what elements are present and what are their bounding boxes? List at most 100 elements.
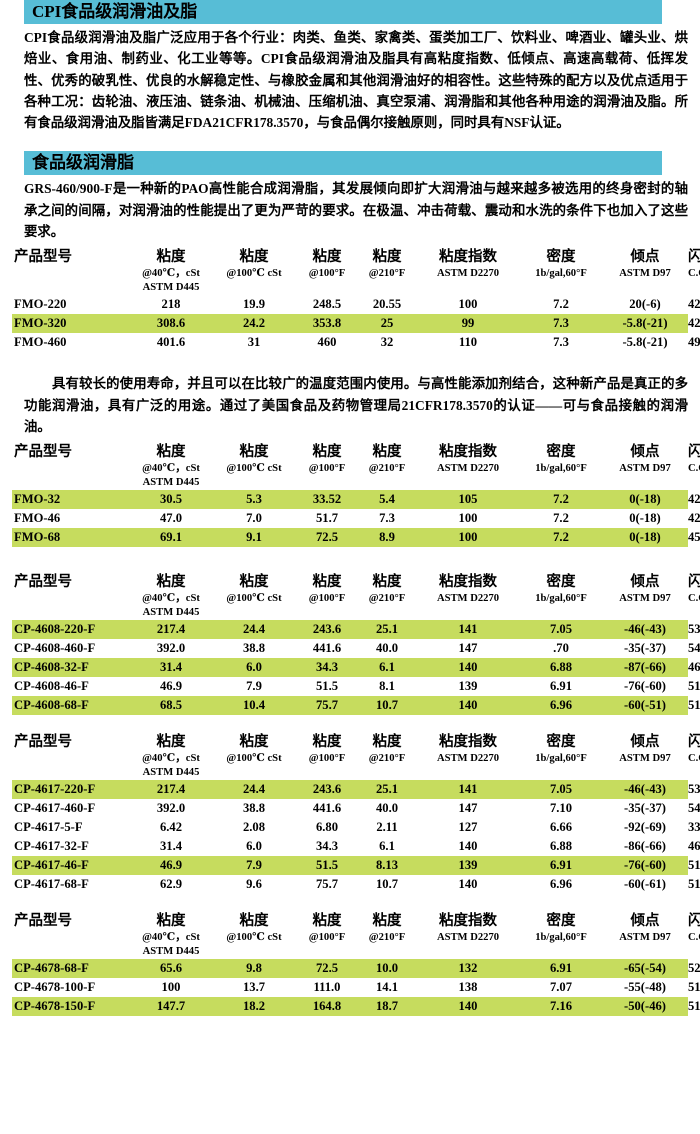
cell-value: 441.6 (312, 641, 342, 656)
cell-product-model: CP-4617-460-F (14, 801, 96, 816)
cell-value: 7.3 (379, 511, 395, 526)
cell-value: 5.4 (358, 490, 416, 510)
col-header-viscosity-100c: 粘度 @100℃ cSt (226, 574, 282, 605)
col-header-viscosity-index: 粘度指数 ASTM D2270 (436, 444, 500, 475)
cell-value: 140 (416, 696, 520, 716)
cell-product-model: CP-4617-220-F (12, 780, 130, 800)
cell-value: 14.1 (375, 980, 399, 995)
cell-value: 100 (161, 980, 181, 995)
col-header-product-model: 产品型号 (14, 249, 72, 266)
table-header: 产品型号 粘度 @40℃，cSt ASTM D445 粘度 @100℃ cSt … (12, 248, 700, 295)
col-header-pour-point: 倾点 ASTM D97 (619, 444, 671, 475)
cell-value: 31.4 (130, 658, 212, 678)
cell-value: 6.42 (159, 820, 183, 835)
table-body: FMO-3230.55.333.525.41057.20(-18)420(216… (12, 490, 700, 548)
cell-value: 127 (458, 820, 478, 835)
table-row: CP-4608-46-F 46.9 7.9 51.5 8.1 139 6.91 -76(-60… (12, 677, 700, 696)
cell-value: 40.0 (375, 801, 399, 816)
cell-value: -46(-43) (602, 620, 688, 640)
cell-value: 6.88 (549, 839, 573, 854)
cell-value: 20.55 (372, 297, 402, 312)
col-header-viscosity-100f: 粘度 @100°F (308, 734, 346, 765)
cell-value: 164.8 (296, 997, 358, 1017)
cell-value: 7.2 (553, 297, 569, 312)
col-header-viscosity-100c: 粘度 @100℃ cSt (226, 913, 282, 944)
cell-value: 7.16 (520, 997, 602, 1017)
spec-table-fmo-32-series: 产品型号 粘度 @40℃，cSt ASTM D445 粘度 @100℃ cSt … (12, 443, 700, 548)
cell-product-model: FMO-320 (12, 314, 130, 334)
cell-product-model: FMO-68 (12, 528, 130, 548)
spec-table-cp-4678-series: 产品型号 粘度 @40℃，cSt ASTM D445 粘度 @100℃ cSt … (12, 912, 700, 1017)
cell-value: 2.08 (242, 820, 266, 835)
table-row: CP-4617-46-F 46.9 7.9 51.5 8.13 139 6.91 -76(-6… (12, 856, 700, 876)
col-header-viscosity-40c: 粘度 @40℃，cSt ASTM D445 (142, 574, 200, 619)
table-header: 产品型号 粘度 @40℃，cSt ASTM D445 粘度 @100℃ cSt … (12, 573, 700, 620)
cell-product-model: FMO-32 (12, 490, 130, 510)
cell-value: 99 (416, 314, 520, 334)
table-row: CP-4678-150-F 147.7 18.2 164.8 18.7 140 7.16 -5… (12, 997, 700, 1017)
col-header-viscosity-210f: 粘度 @210°F (368, 913, 406, 944)
col-header-viscosity-100f: 粘度 @100°F (308, 444, 346, 475)
table-body: CP-4608-220-F 217.4 24.4 243.6 25.1 141 7.05 -4… (12, 620, 700, 716)
cell-value: 5.3 (212, 490, 296, 510)
cell-value: 46.9 (159, 679, 183, 694)
col-header-product-model: 产品型号 (14, 734, 72, 751)
cell-product-model: CP-4678-150-F (12, 997, 130, 1017)
cell-value: 7.3 (520, 314, 602, 334)
cell-value: -86(-66) (624, 839, 666, 854)
spacer (0, 547, 700, 573)
col-header-viscosity-210f: 粘度 @210°F (368, 734, 406, 765)
cell-value: 6.1 (358, 658, 416, 678)
cell-value: 24.4 (212, 620, 296, 640)
cell-product-model: CP-4617-32-F (14, 839, 89, 854)
cell-value: 7.10 (549, 801, 573, 816)
cell-value: -35(-37) (624, 801, 666, 816)
cell-value: 8.9 (358, 528, 416, 548)
cell-value: 110 (458, 335, 478, 350)
cell-value: 441.6 (312, 801, 342, 816)
col-header-viscosity-index: 粘度指数 ASTM D2270 (436, 913, 500, 944)
cell-value: 243.6 (296, 620, 358, 640)
col-header-density: 密度 1b/gal,60°F (535, 444, 587, 475)
cell-value: 31 (247, 335, 261, 350)
section-title: 食品级润滑脂 (32, 153, 134, 173)
cell-value: 7.9 (212, 856, 296, 876)
col-header-viscosity-index: 粘度指数 ASTM D2270 (436, 574, 500, 605)
table-header-row: 产品型号 粘度 @40℃，cSt ASTM D445 粘度 @100℃ cSt … (14, 249, 700, 294)
cell-value: 10.7 (375, 877, 399, 892)
cell-value: 6.0 (246, 839, 262, 854)
cell-value: 217.4 (130, 620, 212, 640)
cell-value: 72.5 (296, 528, 358, 548)
cell-value: 140 (458, 877, 478, 892)
table-header: 产品型号 粘度 @40℃，cSt ASTM D445 粘度 @100℃ cSt … (12, 443, 700, 490)
cell-value: 7.07 (549, 980, 573, 995)
table-body: FMO-22021819.9248.520.551007.220(-6)420(… (12, 295, 700, 352)
spacer (0, 715, 700, 733)
table-row: CP-4617-5-F 6.42 2.08 6.80 2.11 127 6.66 -92(-6… (12, 818, 700, 837)
col-header-pour-point: 倾点 ASTM D97 (619, 249, 671, 280)
col-header-viscosity-40c: 粘度 @40℃，cSt ASTM D445 (142, 913, 200, 958)
cell-product-model: CP-4608-32-F (12, 658, 130, 678)
cell-value: 30.5 (130, 490, 212, 510)
cell-product-model: CP-4678-100-F (14, 980, 96, 995)
cell-value: -60(-61) (624, 877, 666, 892)
cell-product-model: FMO-460 (14, 335, 67, 350)
cell-value: -60(-51) (602, 696, 688, 716)
cell-value: -55(-48) (624, 980, 666, 995)
cell-value: .70 (553, 641, 569, 656)
cell-product-model: CP-4608-68-F (12, 696, 130, 716)
cell-product-model: FMO-220 (14, 297, 67, 312)
cell-value: 217.4 (130, 780, 212, 800)
cell-product-model: FMO-46 (14, 511, 61, 526)
section-banner-cpi-food-grade: CPI食品级润滑油及脂 (24, 0, 662, 24)
cell-value: 141 (416, 780, 520, 800)
cell-value: 6.96 (520, 696, 602, 716)
cell-value: 51.5 (315, 679, 339, 694)
cell-value: 0(-18) (602, 528, 688, 548)
cell-value: 33.52 (296, 490, 358, 510)
cell-value: 6.80 (315, 820, 339, 835)
table-header-row: 产品型号 粘度 @40℃，cSt ASTM D445 粘度 @100℃ cSt … (14, 734, 700, 779)
section-paragraph-grs-intro: GRS-460/900-F是一种新的PAO高性能合成润滑脂，其发展倾向即扩大润滑… (24, 181, 688, 240)
cell-value: 18.2 (212, 997, 296, 1017)
col-header-viscosity-100c: 粘度 @100℃ cSt (226, 734, 282, 765)
